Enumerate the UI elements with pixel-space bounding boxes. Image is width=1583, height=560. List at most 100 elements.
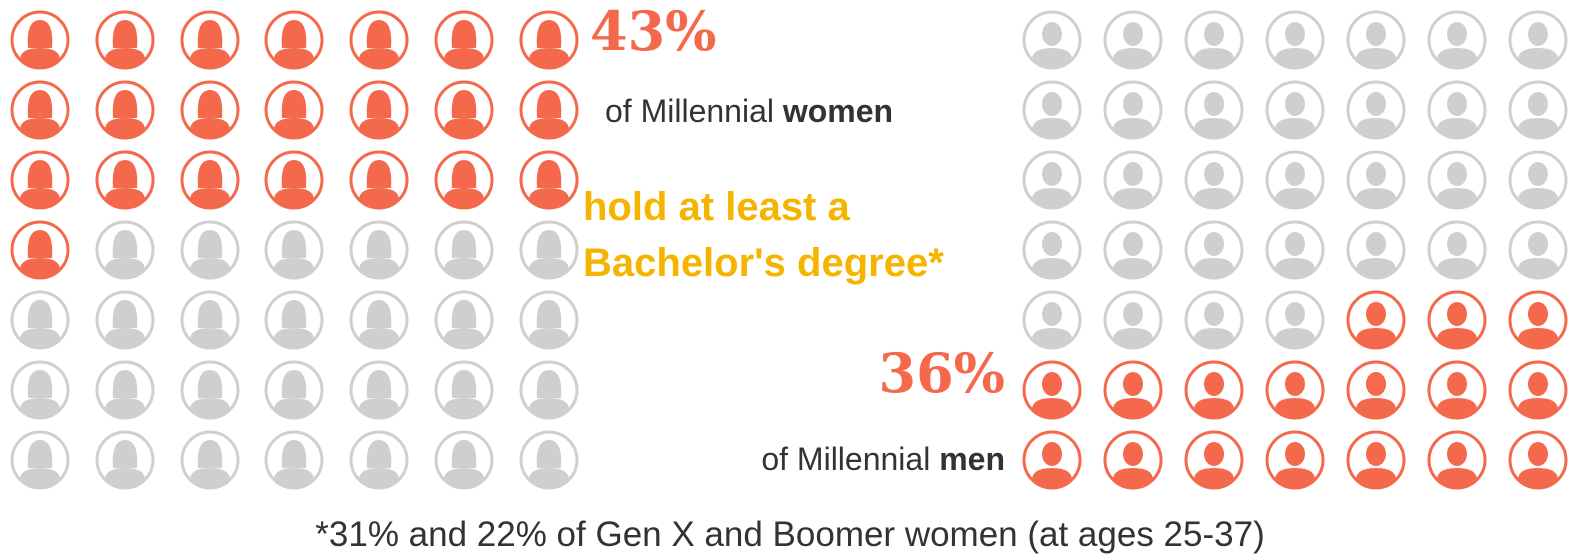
icon-body — [1032, 258, 1072, 277]
icon-body — [1356, 328, 1396, 347]
icon-head — [1204, 372, 1224, 396]
person-icon — [434, 150, 494, 210]
person-icon — [10, 80, 70, 140]
icon-head — [1123, 372, 1143, 396]
icon-head — [1285, 302, 1305, 326]
icon-hair — [112, 300, 138, 328]
person-icon — [1184, 290, 1244, 350]
person-icon — [519, 430, 579, 490]
icon-body — [1518, 118, 1558, 137]
label-prefix: of Millennial — [761, 441, 930, 477]
icon-hair — [536, 90, 562, 118]
icon-body — [1518, 188, 1558, 207]
icon-head — [1366, 92, 1386, 116]
person-icon — [519, 10, 579, 70]
icon-body — [190, 118, 230, 137]
person-icon — [434, 220, 494, 280]
icon-body — [1275, 258, 1315, 277]
icon-head — [1204, 22, 1224, 46]
icon-head — [1447, 92, 1467, 116]
icon-body — [105, 188, 145, 207]
icon-head — [1528, 162, 1548, 186]
icon-head — [1366, 302, 1386, 326]
icon-body — [1113, 328, 1153, 347]
icon-head — [1447, 372, 1467, 396]
person-icon — [95, 220, 155, 280]
person-icon — [264, 430, 324, 490]
annotation-line: Bachelor's degree* — [583, 241, 944, 285]
person-icon — [1022, 80, 1082, 140]
icon-body — [1437, 48, 1477, 67]
icon-head — [1528, 22, 1548, 46]
person-icon — [180, 10, 240, 70]
icon-body — [359, 118, 399, 137]
person-icon — [1022, 290, 1082, 350]
person-icon — [1427, 80, 1487, 140]
person-icon — [1022, 10, 1082, 70]
icon-hair — [112, 90, 138, 118]
icon-body — [359, 48, 399, 67]
icon-body — [1437, 468, 1477, 487]
icon-head — [1366, 22, 1386, 46]
icon-body — [1356, 468, 1396, 487]
icon-body — [1437, 328, 1477, 347]
icon-body — [190, 48, 230, 67]
icon-hair — [197, 370, 223, 398]
icon-body — [190, 328, 230, 347]
icon-head — [1042, 22, 1062, 46]
person-icon — [519, 150, 579, 210]
person-icon — [1103, 360, 1163, 420]
person-icon — [1508, 80, 1568, 140]
icon-body — [1113, 258, 1153, 277]
icon-head — [1123, 232, 1143, 256]
person-icon — [1103, 290, 1163, 350]
icon-body — [274, 328, 314, 347]
icon-body — [1032, 188, 1072, 207]
person-icon — [180, 150, 240, 210]
icon-body — [359, 188, 399, 207]
icon-hair — [366, 20, 392, 48]
person-icon — [1184, 80, 1244, 140]
person-icon — [1265, 360, 1325, 420]
icon-body — [529, 468, 569, 487]
icon-hair — [281, 230, 307, 258]
icon-body — [274, 468, 314, 487]
person-icon — [1346, 150, 1406, 210]
icon-head — [1285, 162, 1305, 186]
icon-head — [1366, 372, 1386, 396]
person-icon — [95, 290, 155, 350]
person-icon — [1184, 10, 1244, 70]
icon-head — [1204, 92, 1224, 116]
men-percent: 36% — [879, 341, 1005, 405]
icon-body — [444, 188, 484, 207]
person-icon — [1346, 80, 1406, 140]
icon-head — [1204, 162, 1224, 186]
icon-head — [1447, 232, 1467, 256]
icon-body — [105, 398, 145, 417]
icon-hair — [451, 20, 477, 48]
person-icon — [1427, 220, 1487, 280]
icon-hair — [366, 300, 392, 328]
label-prefix: of Millennial — [605, 93, 774, 129]
person-icon — [10, 220, 70, 280]
icon-body — [1275, 188, 1315, 207]
icon-hair — [281, 300, 307, 328]
icon-head — [1204, 442, 1224, 466]
icon-body — [190, 468, 230, 487]
person-icon — [10, 10, 70, 70]
person-icon — [1427, 430, 1487, 490]
icon-body — [1356, 258, 1396, 277]
icon-body — [1032, 118, 1072, 137]
icon-head — [1285, 22, 1305, 46]
person-icon — [1184, 220, 1244, 280]
icon-hair — [366, 160, 392, 188]
icon-hair — [197, 20, 223, 48]
icon-hair — [27, 370, 53, 398]
icon-head — [1123, 92, 1143, 116]
person-icon — [1508, 10, 1568, 70]
icon-grids — [10, 10, 1568, 490]
person-icon — [1265, 150, 1325, 210]
icon-head — [1042, 92, 1062, 116]
person-icon — [1103, 80, 1163, 140]
icon-body — [1032, 328, 1072, 347]
